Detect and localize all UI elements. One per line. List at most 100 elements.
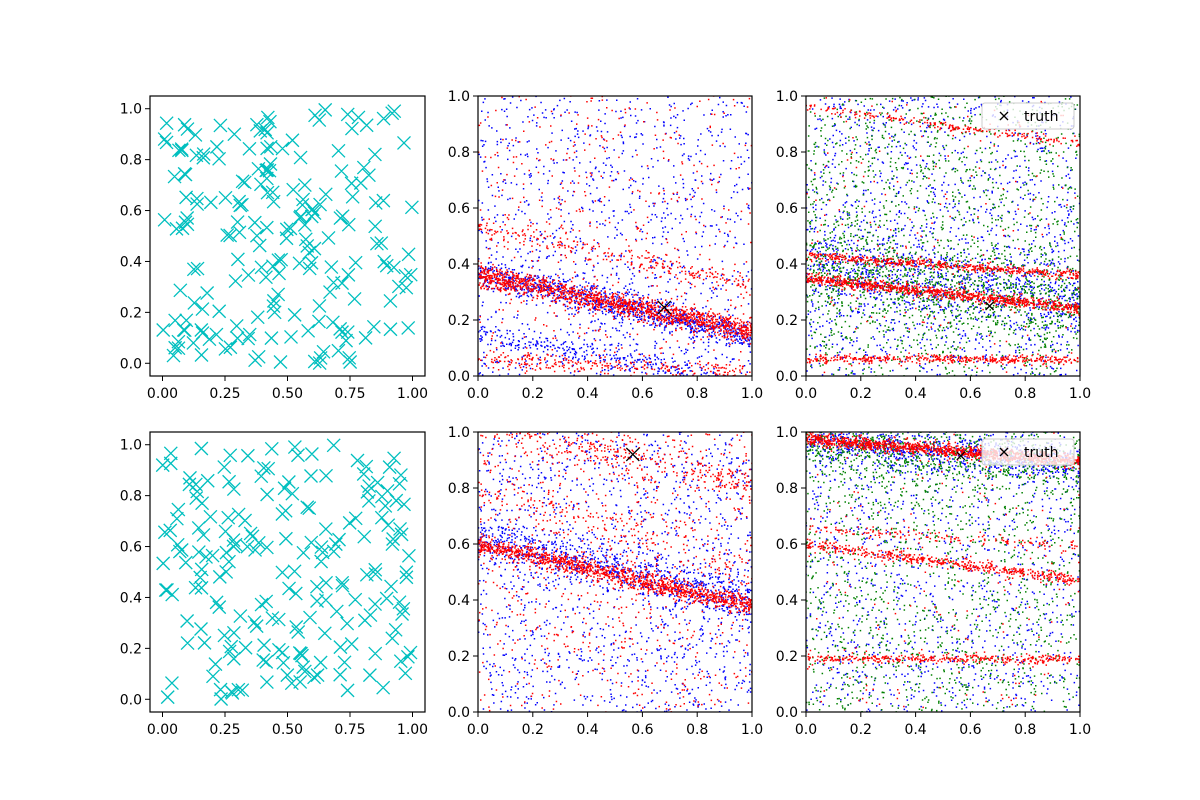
x-tick-label: 0.2 xyxy=(850,722,872,738)
x-tick-label: 0.0 xyxy=(795,386,817,402)
y-tick-label: 0.8 xyxy=(448,145,470,161)
x-tick-label: 0.6 xyxy=(959,722,981,738)
x-tick-label: 1.0 xyxy=(741,386,763,402)
y-tick-label: 1.0 xyxy=(776,425,798,441)
x-tick-label: 0.4 xyxy=(904,722,926,738)
x-tick-label: 0.0 xyxy=(467,386,489,402)
plot-area xyxy=(806,96,1080,376)
y-tick-label: 0.2 xyxy=(776,649,798,665)
axes-frame xyxy=(477,431,753,713)
series-2-points xyxy=(806,432,1080,709)
plot-area xyxy=(478,432,752,712)
y-tick-label: 0.0 xyxy=(776,705,798,721)
axes-frame xyxy=(805,431,1081,713)
x-tick-label: 1.0 xyxy=(741,722,763,738)
y-tick-label: 0.4 xyxy=(448,593,470,609)
y-tick-label: 1.0 xyxy=(120,102,142,118)
y-tick-label: 0.8 xyxy=(448,481,470,497)
y-tick-label: 0.2 xyxy=(448,313,470,329)
axes-frame xyxy=(149,431,426,713)
y-tick-label: 0.4 xyxy=(776,593,798,609)
x-tick-label: 0.6 xyxy=(631,386,653,402)
legend: truth xyxy=(981,438,1075,466)
subplot-top-middle: 0.0 0.2 0.4 0.6 0.8 1.0 0.0 0.2 0.4 0.6 0.8 1.0 xyxy=(448,89,763,402)
y-tick-label: 0.0 xyxy=(448,369,470,385)
y-tick-label: 0.6 xyxy=(120,540,142,556)
x-tick-label: 0.4 xyxy=(576,722,598,738)
x-tick-label: 0.2 xyxy=(522,722,544,738)
series-1-points xyxy=(806,96,1080,376)
plot-area xyxy=(156,102,419,371)
x-tick-label: 0.4 xyxy=(576,386,598,402)
x-tick-label: 0.75 xyxy=(334,722,365,738)
y-tick-label: 0.2 xyxy=(120,641,142,657)
x-tick-label: 0.50 xyxy=(272,386,303,402)
plot-area xyxy=(806,432,1080,712)
y-tick-label: 0.4 xyxy=(448,257,470,273)
x-tick-label: 1.0 xyxy=(1069,386,1091,402)
x-tick-label: 0.00 xyxy=(147,722,178,738)
y-tick-label: 0.4 xyxy=(120,590,142,606)
x-tick-label: 0.0 xyxy=(795,722,817,738)
y-tick-label: 0.6 xyxy=(776,537,798,553)
series-0-points xyxy=(478,432,752,712)
x-tick-label: 0.6 xyxy=(631,722,653,738)
y-tick-label: 0.6 xyxy=(448,537,470,553)
subplot-top-left: 0.00 0.25 0.50 0.75 1.00 0.0 0.2 0.4 0.6 0.8 1.0 xyxy=(120,95,428,402)
truth-marker xyxy=(985,301,995,311)
y-tick-label: 0.8 xyxy=(120,153,142,169)
series-0-points xyxy=(155,438,418,706)
subplot-bottom-right: 0.0 0.2 0.4 0.6 0.8 1.0 0.0 0.2 0.4 0.6 0.8 1.0 trut… xyxy=(776,425,1091,738)
series-0-points xyxy=(806,432,1080,712)
y-tick-label: 0.0 xyxy=(120,692,142,708)
legend-marker xyxy=(999,447,1009,457)
y-tick-label: 0.0 xyxy=(120,356,142,372)
y-tick-label: 1.0 xyxy=(448,89,470,105)
axes-frame xyxy=(805,95,1081,377)
y-tick-label: 0.0 xyxy=(448,705,470,721)
y-tick-label: 0.0 xyxy=(776,369,798,385)
legend-marker xyxy=(999,111,1009,121)
x-tick-label: 0.2 xyxy=(850,386,872,402)
x-tick-label: 0.8 xyxy=(1014,722,1036,738)
y-tick-label: 0.8 xyxy=(776,145,798,161)
truth-marker xyxy=(956,451,966,461)
x-tick-label: 0.50 xyxy=(272,722,303,738)
truth-marker xyxy=(657,300,672,315)
x-tick-label: 0.6 xyxy=(959,386,981,402)
x-tick-label: 0.2 xyxy=(522,386,544,402)
y-tick-label: 0.8 xyxy=(776,481,798,497)
subplot-top-right: 0.0 0.2 0.4 0.6 0.8 1.0 0.0 0.2 0.4 0.6 0.8 1.0 trut… xyxy=(776,89,1091,402)
y-tick-label: 0.8 xyxy=(120,489,142,505)
legend-label: truth xyxy=(1024,445,1058,461)
x-tick-label: 1.00 xyxy=(397,722,428,738)
x-tick-label: 0.75 xyxy=(334,386,365,402)
x-tick-label: 1.00 xyxy=(397,386,428,402)
y-tick-label: 1.0 xyxy=(448,425,470,441)
series-0-points xyxy=(156,102,419,371)
plot-area xyxy=(478,96,752,376)
x-tick-label: 0.4 xyxy=(904,386,926,402)
y-tick-label: 0.2 xyxy=(776,313,798,329)
x-tick-label: 0.00 xyxy=(147,386,178,402)
x-tick-label: 0.25 xyxy=(209,386,240,402)
subplot-bottom-left: 0.00 0.25 0.50 0.75 1.00 0.0 0.2 0.4 0.6 0.8 1.0 xyxy=(120,431,428,738)
y-tick-label: 0.6 xyxy=(120,204,142,220)
legend: truth xyxy=(981,102,1075,130)
y-tick-label: 0.2 xyxy=(448,649,470,665)
y-tick-label: 0.4 xyxy=(776,257,798,273)
y-tick-label: 1.0 xyxy=(120,438,142,454)
x-tick-label: 0.0 xyxy=(467,722,489,738)
y-tick-label: 0.2 xyxy=(120,305,142,321)
y-tick-label: 0.6 xyxy=(776,201,798,217)
x-tick-label: 0.25 xyxy=(209,722,240,738)
y-tick-label: 1.0 xyxy=(776,89,798,105)
series-0-points xyxy=(478,96,752,376)
legend-label: truth xyxy=(1024,109,1058,125)
subplot-bottom-middle: 0.0 0.2 0.4 0.6 0.8 1.0 0.0 0.2 0.4 0.6 0.8 1.0 xyxy=(448,425,763,738)
truth-marker xyxy=(625,447,640,462)
series-2-points xyxy=(806,97,1080,376)
x-tick-label: 0.8 xyxy=(1014,386,1036,402)
axes-frame xyxy=(477,95,753,377)
